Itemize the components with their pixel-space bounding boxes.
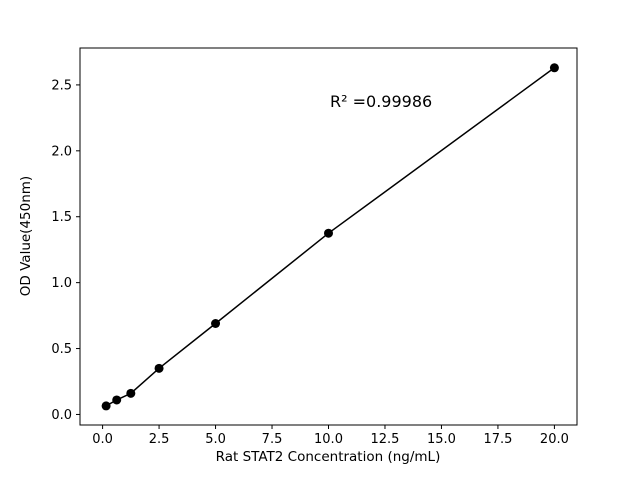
x-tick-label: 10.0 bbox=[314, 432, 343, 447]
x-tick-label: 0.0 bbox=[92, 432, 113, 447]
y-tick-label: 1.5 bbox=[51, 210, 72, 225]
data-point bbox=[324, 228, 333, 238]
x-tick-label: 17.5 bbox=[483, 432, 512, 447]
data-point bbox=[211, 319, 221, 328]
y-tick-label: 2.5 bbox=[51, 78, 72, 93]
x-tick-label: 2.5 bbox=[149, 432, 170, 447]
x-tick-label: 5.0 bbox=[205, 432, 226, 447]
r-squared-annotation: R² =0.99986 bbox=[330, 92, 432, 111]
x-tick-label: 12.5 bbox=[371, 432, 400, 447]
x-tick-label: 15.0 bbox=[427, 432, 456, 447]
data-point bbox=[549, 63, 559, 73]
data-point bbox=[112, 395, 122, 405]
data-point bbox=[126, 388, 136, 398]
y-axis-label: OD Value(450nm) bbox=[18, 176, 34, 296]
plot-layer: 0.0 2.5 5.0 7.5 10.0 12.5 15.0 17.5 20.0 0.0 0.5 1.… bbox=[51, 47, 578, 447]
data-point bbox=[154, 363, 164, 373]
x-tick-label: 7.5 bbox=[262, 432, 283, 447]
y-tick-label: 2.0 bbox=[51, 144, 72, 159]
x-axis-label: Rat STAT2 Concentration (ng/mL) bbox=[216, 449, 441, 465]
data-point bbox=[101, 401, 111, 411]
y-tick-label: 0.5 bbox=[51, 342, 72, 357]
x-tick-label: 20.0 bbox=[540, 432, 569, 447]
y-tick-label: 0.0 bbox=[51, 408, 72, 423]
y-tick-label: 1.0 bbox=[51, 276, 72, 291]
